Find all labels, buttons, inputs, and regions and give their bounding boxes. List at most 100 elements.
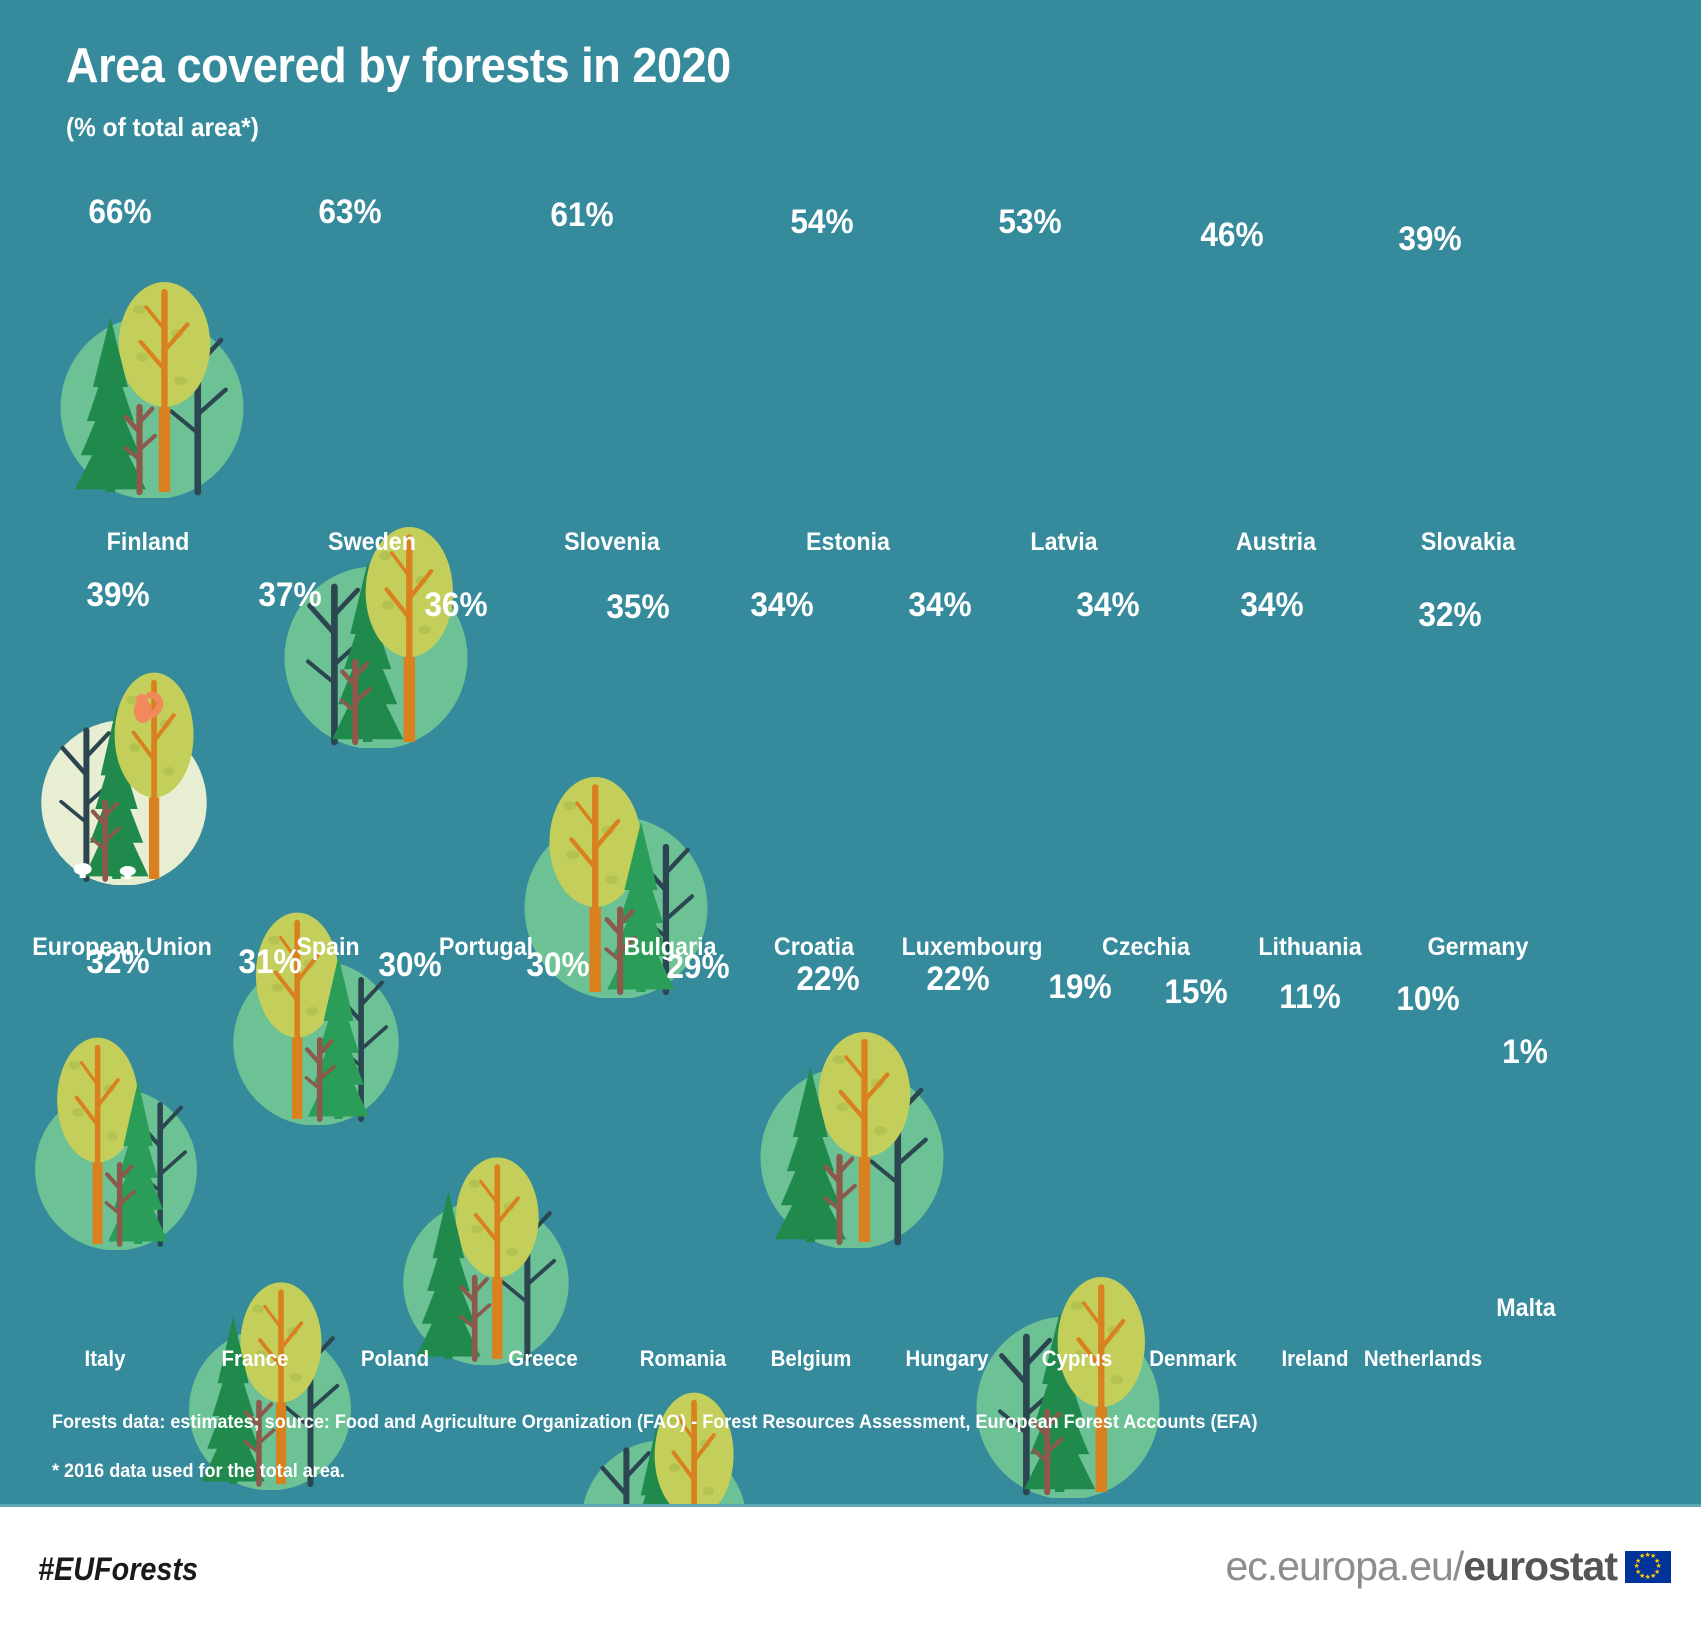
country-label: Malta — [1496, 1294, 1556, 1322]
footnotes: Forests data: estimates; source: Food an… — [52, 1412, 1321, 1484]
country-label-greece: Greece — [468, 1348, 618, 1370]
country-value: 46% — [1200, 216, 1264, 254]
country-value-poland: 30% — [350, 948, 470, 982]
country-label-spain: Spain — [228, 935, 428, 960]
country-label-sweden: Sweden — [272, 530, 472, 555]
forest-illustration-european-union — [30, 645, 218, 885]
country-value-spain: 37% — [230, 578, 350, 612]
country-value: 54% — [790, 203, 854, 241]
country-label: Sweden — [328, 528, 416, 556]
brand-url-bold: eurostat — [1463, 1543, 1618, 1589]
country-label-germany: Germany — [1378, 935, 1578, 960]
country-label: Italy — [84, 1346, 126, 1371]
eurostat-brand[interactable]: ec.europa.eu/ eurostat ★ ★ ★ ★ ★ ★ ★ ★ ★ ★ ★ ★ — [1225, 1543, 1671, 1590]
country-value: 11% — [1279, 978, 1341, 1016]
country-value: 10% — [1396, 980, 1460, 1018]
forest-illustration-sweden — [272, 498, 480, 748]
country-label: Finland — [106, 528, 190, 556]
country-value: 31% — [238, 943, 302, 981]
country-label-malta: Malta — [1468, 1296, 1584, 1321]
country-value: 22% — [796, 960, 860, 998]
forest-illustration-italy — [24, 1010, 208, 1250]
country-label: Netherlands — [1363, 1346, 1483, 1371]
country-label-european-union: European Union — [22, 935, 222, 960]
country-value-netherlands: 10% — [1368, 982, 1488, 1016]
country-value: 63% — [318, 193, 382, 231]
header: Area covered by forests in 2020 (% of to… — [66, 38, 789, 143]
country-value-czechia: 34% — [1048, 588, 1168, 622]
country-value-slovakia: 39% — [1370, 222, 1490, 256]
country-value-slovenia: 61% — [522, 198, 642, 232]
country-value: 36% — [424, 586, 488, 624]
country-label-ireland: Ireland — [1240, 1348, 1390, 1370]
eu-flag-icon: ★ ★ ★ ★ ★ ★ ★ ★ ★ ★ ★ ★ — [1625, 1550, 1671, 1583]
country-value: 34% — [1076, 586, 1140, 624]
country-label: Portugal — [438, 933, 534, 961]
country-label-estonia: Estonia — [748, 530, 948, 555]
country-label-france: France — [180, 1348, 330, 1370]
country-label-croatia: Croatia — [714, 935, 914, 960]
country-label: Estonia — [806, 528, 890, 556]
country-value-austria: 46% — [1172, 218, 1292, 252]
country-label-netherlands: Netherlands — [1348, 1348, 1498, 1370]
country-label: Cyprus — [1041, 1346, 1113, 1371]
country-value: 61% — [550, 196, 614, 234]
country-label: Luxembourg — [901, 933, 1043, 961]
country-label: Germany — [1427, 933, 1529, 961]
country-label-finland: Finland — [48, 530, 248, 555]
country-value-luxembourg: 34% — [880, 588, 1000, 622]
country-label: European Union — [32, 933, 212, 961]
country-value-romania: 29% — [638, 950, 758, 984]
country-value-france: 31% — [210, 945, 330, 979]
country-value-portugal: 36% — [396, 588, 516, 622]
forest-illustration-estonia — [748, 998, 956, 1248]
country-label: Greece — [508, 1346, 578, 1371]
country-value: 30% — [378, 946, 442, 984]
country-label: Czechia — [1102, 933, 1190, 961]
country-value-finland: 66% — [60, 195, 180, 229]
forest-illustration-slovenia — [512, 748, 720, 998]
country-label: Denmark — [1149, 1346, 1237, 1371]
country-label-austria: Austria — [1176, 530, 1376, 555]
country-label-latvia: Latvia — [964, 530, 1164, 555]
country-value: 15% — [1164, 973, 1228, 1011]
forest-illustration-finland — [48, 248, 256, 498]
country-value: 37% — [258, 576, 322, 614]
country-value: 34% — [908, 586, 972, 624]
country-label: Austria — [1235, 528, 1317, 556]
country-value: 34% — [750, 586, 814, 624]
country-label-slovakia: Slovakia — [1368, 530, 1568, 555]
country-value: 35% — [606, 588, 670, 626]
country-value-hungary: 22% — [898, 962, 1018, 996]
country-label-romania: Romania — [608, 1348, 758, 1370]
country-value-denmark: 15% — [1136, 975, 1256, 1009]
forest-illustration-france — [178, 1250, 362, 1490]
country-label: Latvia — [1030, 528, 1098, 556]
forest-illustration-latvia — [964, 1248, 1172, 1498]
country-value-belgium: 22% — [768, 962, 888, 996]
country-value: 34% — [1240, 586, 1304, 624]
country-cell-malta: 1% — [1470, 1035, 1580, 1069]
country-label: Romania — [639, 1346, 727, 1371]
country-value: 30% — [526, 946, 590, 984]
source-note: Forests data: estimates; source: Food an… — [52, 1412, 1258, 1433]
country-label: Croatia — [773, 933, 855, 961]
country-value: 66% — [88, 193, 152, 231]
country-value: 29% — [666, 948, 730, 986]
forest-illustration-portugal — [392, 1125, 580, 1365]
country-label: Bulgaria — [623, 933, 717, 961]
country-label: Ireland — [1281, 1346, 1349, 1371]
brand-url-light: ec.europa.eu/ — [1225, 1543, 1464, 1589]
country-label: Lithuania — [1258, 933, 1362, 961]
country-label-lithuania: Lithuania — [1210, 935, 1410, 960]
country-label: France — [221, 1346, 289, 1371]
total-area-note: * 2016 data used for the total area. — [52, 1460, 345, 1482]
country-label-belgium: Belgium — [736, 1348, 886, 1370]
country-label: Belgium — [770, 1346, 852, 1371]
country-value: 39% — [86, 576, 150, 614]
country-value-latvia: 53% — [970, 205, 1090, 239]
country-value: 32% — [86, 943, 150, 981]
country-value-sweden: 63% — [290, 195, 410, 229]
